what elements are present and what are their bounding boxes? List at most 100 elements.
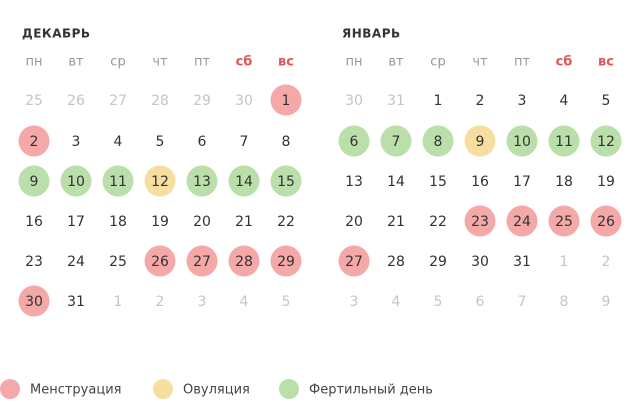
day-number[interactable]: 19 — [597, 174, 615, 190]
day-number[interactable]: 8 — [434, 134, 443, 150]
day-number[interactable]: 6 — [350, 134, 359, 150]
day-number[interactable]: 11 — [555, 134, 573, 150]
day-marker — [380, 125, 412, 157]
day-marker — [270, 165, 302, 197]
day-number[interactable]: 10 — [513, 134, 531, 150]
weekday-label: пн — [26, 55, 43, 70]
day-number[interactable]: 31 — [67, 294, 85, 310]
day-number[interactable]: 4 — [240, 294, 249, 310]
day-number[interactable]: 9 — [602, 294, 611, 310]
day-number[interactable]: 5 — [156, 134, 165, 150]
day-number[interactable]: 26 — [151, 254, 169, 270]
day-number[interactable]: 24 — [513, 214, 531, 230]
day-number[interactable]: 21 — [387, 214, 405, 230]
day-number[interactable]: 17 — [513, 174, 531, 190]
day-number[interactable]: 3 — [350, 294, 359, 310]
day-number[interactable]: 30 — [345, 93, 363, 109]
day-marker — [186, 165, 218, 197]
day-number[interactable]: 12 — [597, 134, 615, 150]
day-number[interactable]: 31 — [513, 254, 531, 270]
day-number[interactable]: 28 — [235, 254, 253, 270]
day-number[interactable]: 10 — [67, 174, 85, 190]
day-marker — [228, 165, 260, 197]
day-number[interactable]: 27 — [193, 254, 211, 270]
day-number[interactable]: 7 — [518, 294, 527, 310]
weekday-label: вс — [598, 55, 614, 70]
day-number[interactable]: 29 — [193, 93, 211, 109]
day-number[interactable]: 16 — [25, 214, 43, 230]
day-number[interactable]: 5 — [282, 294, 291, 310]
day-number[interactable]: 23 — [25, 254, 43, 270]
day-number[interactable]: 26 — [67, 93, 85, 109]
day-number[interactable]: 27 — [345, 254, 363, 270]
day-number[interactable]: 27 — [109, 93, 127, 109]
day-number[interactable]: 2 — [156, 294, 165, 310]
day-number[interactable]: 25 — [25, 93, 43, 109]
day-number[interactable]: 15 — [277, 174, 295, 190]
day-marker — [338, 125, 370, 157]
day-number[interactable]: 29 — [429, 254, 447, 270]
day-number[interactable]: 6 — [198, 134, 207, 150]
day-number[interactable]: 3 — [198, 294, 207, 310]
day-number[interactable]: 25 — [109, 254, 127, 270]
day-marker — [422, 125, 454, 157]
day-number[interactable]: 23 — [471, 214, 489, 230]
day-number[interactable]: 8 — [282, 134, 291, 150]
month-title: ДЕКАБРЬ — [22, 27, 91, 41]
day-number[interactable]: 2 — [30, 134, 39, 150]
day-number[interactable]: 21 — [235, 214, 253, 230]
day-number[interactable]: 12 — [151, 174, 169, 190]
day-number[interactable]: 18 — [109, 214, 127, 230]
legend-swatch — [279, 379, 299, 399]
day-number[interactable]: 24 — [67, 254, 85, 270]
day-marker — [548, 205, 580, 237]
day-number[interactable]: 28 — [387, 254, 405, 270]
day-number[interactable]: 13 — [193, 174, 211, 190]
day-number[interactable]: 30 — [235, 93, 253, 109]
day-number[interactable]: 2 — [602, 254, 611, 270]
day-number[interactable]: 22 — [429, 214, 447, 230]
day-number[interactable]: 28 — [151, 93, 169, 109]
day-number[interactable]: 4 — [392, 294, 401, 310]
day-number[interactable]: 7 — [240, 134, 249, 150]
day-number[interactable]: 18 — [555, 174, 573, 190]
day-number[interactable]: 1 — [560, 254, 569, 270]
day-number[interactable]: 3 — [72, 134, 81, 150]
day-number[interactable]: 3 — [518, 93, 527, 109]
day-number[interactable]: 9 — [30, 174, 39, 190]
day-number[interactable]: 17 — [67, 214, 85, 230]
day-number[interactable]: 8 — [560, 294, 569, 310]
day-number[interactable]: 4 — [560, 93, 569, 109]
day-number[interactable]: 7 — [392, 134, 401, 150]
day-number[interactable]: 25 — [555, 214, 573, 230]
day-number[interactable]: 4 — [114, 134, 123, 150]
day-number[interactable]: 1 — [114, 294, 123, 310]
day-number[interactable]: 14 — [387, 174, 405, 190]
day-number[interactable]: 19 — [151, 214, 169, 230]
day-number[interactable]: 11 — [109, 174, 127, 190]
day-marker — [338, 245, 370, 277]
day-number[interactable]: 5 — [602, 93, 611, 109]
day-marker — [506, 205, 538, 237]
day-number[interactable]: 30 — [471, 254, 489, 270]
day-number[interactable]: 20 — [345, 214, 363, 230]
day-marker — [464, 125, 496, 157]
day-number[interactable]: 20 — [193, 214, 211, 230]
day-number[interactable]: 6 — [476, 294, 485, 310]
day-number[interactable]: 29 — [277, 254, 295, 270]
day-number[interactable]: 22 — [277, 214, 295, 230]
day-number[interactable]: 1 — [434, 93, 443, 109]
day-number[interactable]: 16 — [471, 174, 489, 190]
day-number[interactable]: 15 — [429, 174, 447, 190]
day-number[interactable]: 9 — [476, 134, 485, 150]
day-number[interactable]: 30 — [25, 294, 43, 310]
day-marker — [464, 205, 496, 237]
day-number[interactable]: 5 — [434, 294, 443, 310]
day-number[interactable]: 31 — [387, 93, 405, 109]
day-number[interactable]: 26 — [597, 214, 615, 230]
day-number[interactable]: 14 — [235, 174, 253, 190]
day-number[interactable]: 1 — [282, 93, 291, 109]
day-number[interactable]: 2 — [476, 93, 485, 109]
weekday-label: пн — [346, 55, 363, 70]
day-number[interactable]: 13 — [345, 174, 363, 190]
